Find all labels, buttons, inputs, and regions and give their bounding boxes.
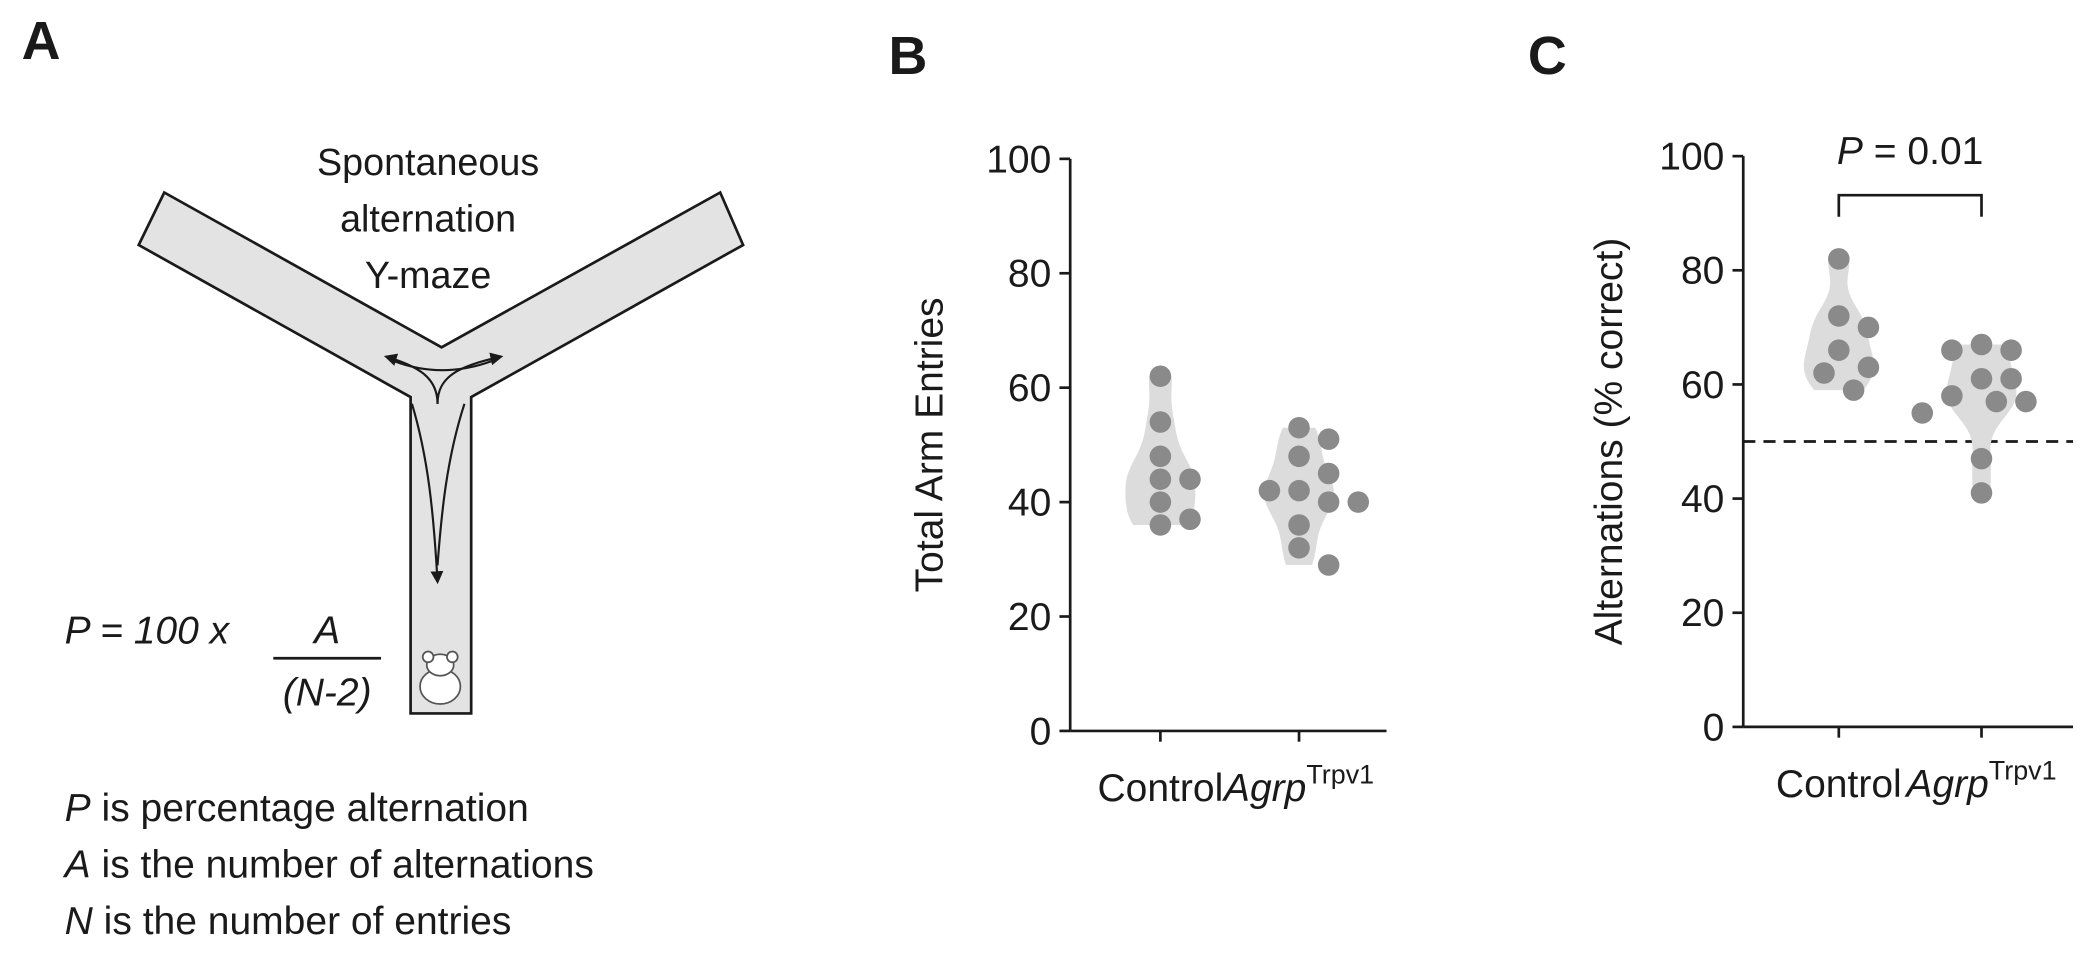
panel-label: C: [1528, 26, 1567, 86]
definition-text: is the number of entries: [93, 900, 512, 943]
definition-text: is the number of alternations: [91, 844, 594, 887]
annotation: P = 0.01: [1837, 130, 1983, 173]
y-tick-label: 100: [1659, 136, 1724, 179]
y-tick-label: 80: [1008, 253, 1051, 296]
formula-numerator: A: [312, 609, 340, 652]
data-point: [1813, 362, 1835, 384]
data-point: [1179, 508, 1201, 531]
annotation-symbol: P: [1837, 130, 1863, 173]
data-point: [1288, 537, 1310, 559]
arrows: [383, 352, 504, 585]
mouse-icon: [419, 650, 462, 705]
data-point: [1970, 333, 1993, 356]
x-tick-label: AgrpTrpv1: [1904, 755, 2056, 805]
formula: P = 100 x: [65, 609, 231, 652]
data-point: [1970, 482, 1993, 504]
data-point: [1970, 447, 1993, 470]
data-point: [1347, 491, 1370, 513]
x-tick-label: Control: [1097, 767, 1223, 810]
data-point: [1288, 445, 1310, 468]
y-tick-label: 60: [1681, 364, 1724, 407]
data-point: [1828, 305, 1850, 327]
y-tick-label: 0: [1030, 710, 1052, 753]
data-point: [1288, 416, 1310, 439]
y-tick-label: 40: [1008, 482, 1051, 525]
data-point: [1288, 479, 1310, 502]
formula-denominator: (N-2): [283, 671, 372, 714]
y-maze: [136, 190, 745, 715]
data-point: [1258, 479, 1281, 502]
data-point: [1149, 468, 1172, 490]
data-point: [1857, 356, 1880, 379]
y-tick-label: 40: [1681, 478, 1724, 521]
y-tick-label: 20: [1681, 592, 1724, 635]
data-point: [1317, 554, 1340, 576]
category: Control: [1776, 763, 1902, 806]
maze-title: alternation: [340, 198, 516, 240]
data-point: [1149, 491, 1172, 513]
definition: P is percentage alternation: [65, 787, 529, 830]
definition: A is the number of alternations: [63, 844, 594, 887]
category-superscript: Trpv1: [1306, 759, 1374, 789]
y-tick-label: 0: [1703, 706, 1725, 749]
data-point: [1149, 514, 1172, 536]
definition: N is the number of entries: [65, 900, 512, 943]
definition-text: is percentage alternation: [91, 787, 529, 830]
data-point: [1149, 445, 1172, 468]
data-point: [1149, 411, 1172, 433]
data-point: [2015, 390, 2037, 413]
y-tick-label: 60: [1008, 367, 1051, 410]
data-point: [2000, 339, 2022, 361]
category: Agrp: [1222, 767, 1306, 810]
chart: C Alternations (% correct) 0 20 40 60 80 100 Con…: [1528, 26, 2074, 806]
y-tick-label: 20: [1008, 596, 1051, 639]
panel-a: A Spontaneous alternation Y-maze P = 100…: [22, 11, 745, 943]
data-point: [1842, 379, 1865, 401]
data-point: [1149, 365, 1172, 388]
data-point: [1288, 514, 1310, 536]
data-point: [1857, 316, 1880, 339]
definition-symbol: P: [65, 787, 91, 830]
definition-symbol: N: [65, 900, 94, 943]
y-tick-label: 80: [1681, 250, 1724, 293]
panel-label: B: [888, 26, 927, 86]
maze-title: Spontaneous: [317, 141, 539, 183]
data-point: [1317, 428, 1340, 450]
data-point: [1970, 367, 1993, 390]
data-point: [1941, 339, 1963, 361]
x-tick-label: AgrpTrpv1: [1222, 759, 1374, 809]
data-point: [1828, 339, 1850, 361]
category-superscript: Trpv1: [1989, 755, 2057, 785]
data-point: [1941, 385, 1963, 407]
violin: [1946, 344, 2017, 493]
panel-label: A: [22, 11, 61, 71]
y-tick-label: 100: [986, 138, 1051, 181]
data-point: [1828, 248, 1850, 270]
data-point: [1179, 468, 1201, 490]
y-axis-label: Total Arm Entries: [908, 297, 951, 592]
y-axis-label: Alternations (% correct): [1588, 238, 1631, 646]
x-tick-label: Control: [1776, 763, 1902, 806]
data-point: [1911, 402, 1934, 424]
definition-symbol: A: [63, 844, 91, 887]
annotation-text: = 0.01: [1863, 130, 1983, 173]
chart: B Total Arm Entries 0 20 40 60 80 100 Control Agr…: [888, 26, 1387, 810]
data-point: [2000, 367, 2022, 390]
data-point: [1317, 462, 1340, 485]
category: Control: [1097, 767, 1223, 810]
significance-bracket: [1837, 193, 1983, 217]
category: Agrp: [1904, 763, 1988, 806]
maze-title: Y-maze: [365, 254, 491, 296]
data-point: [1985, 390, 2008, 413]
data-point: [1317, 491, 1340, 513]
